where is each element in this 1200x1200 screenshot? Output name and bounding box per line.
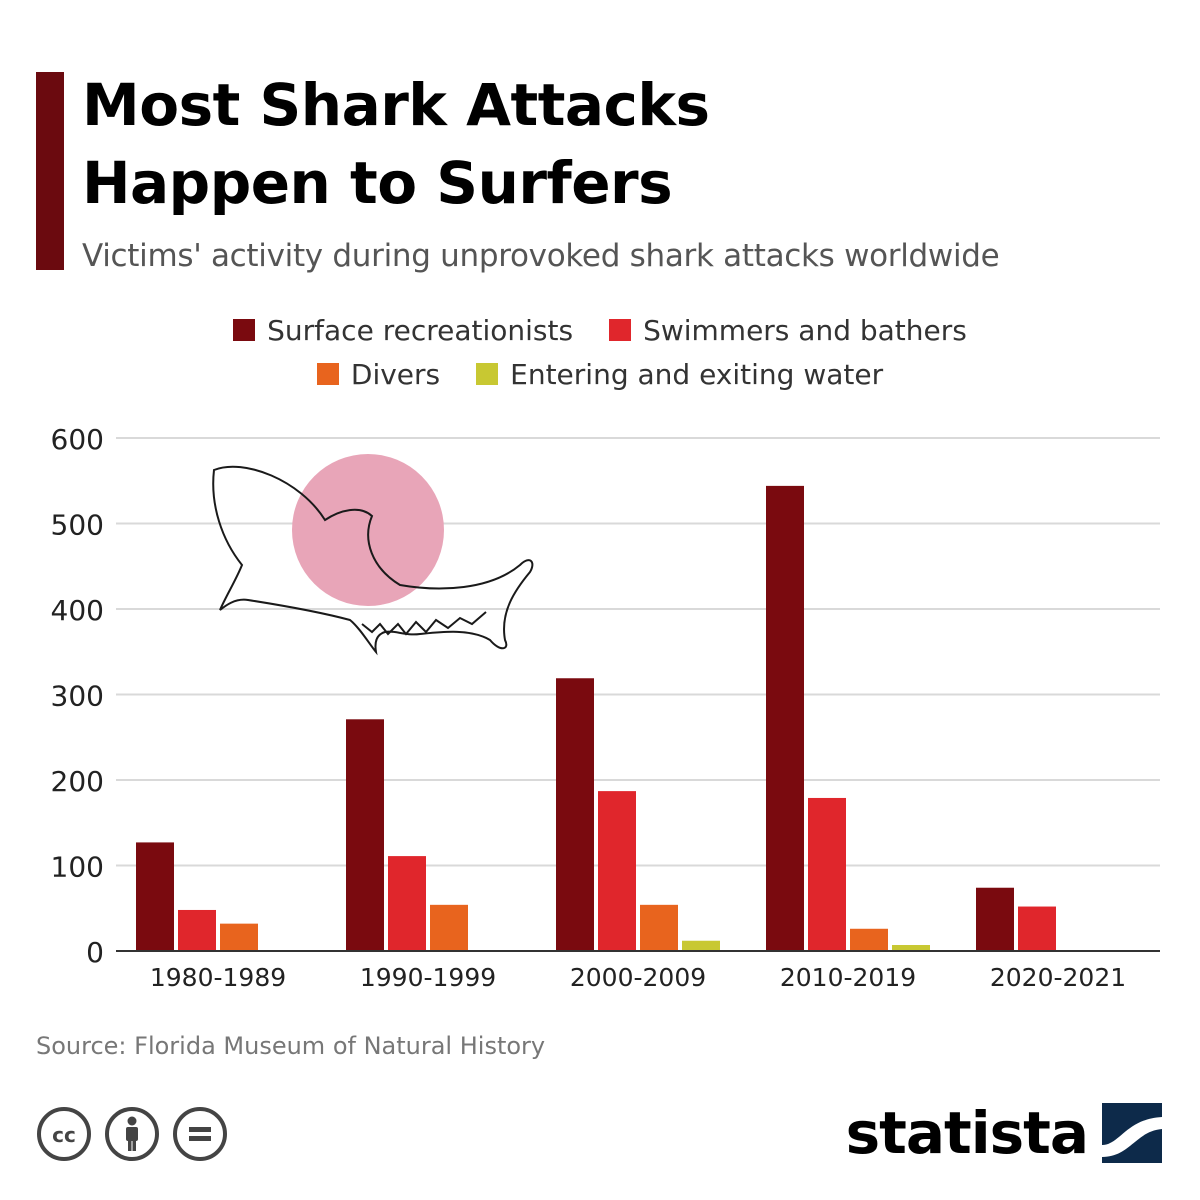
x-tick-label-2020-2021: 2020-2021 — [990, 963, 1126, 992]
bar-chart: 0 100 200 300 400 500 600 1980-1989 1990-1999 20… — [51, 423, 1160, 992]
x-tick-label-1980-1989: 1980-1989 — [150, 963, 286, 992]
bar-divers-1990-1999 — [430, 904, 468, 951]
shark-icon — [212, 454, 534, 656]
bar-entering-and-exiting-water-2000-2009 — [682, 940, 720, 951]
legend-label-surface-recreationists: Surface recreationists — [267, 313, 574, 347]
bar-divers-2000-2009 — [640, 904, 678, 951]
y-tick-label-200: 200 — [51, 765, 104, 798]
chart-legend: Surface recreationists Swimmers and bath… — [0, 308, 1200, 396]
title-accent-bar — [36, 72, 64, 270]
x-tick-label-2010-2019: 2010-2019 — [780, 963, 916, 992]
x-tick-label-2000-2009: 2000-2009 — [570, 963, 706, 992]
y-tick-label-300: 300 — [51, 680, 104, 713]
legend-swatch-divers — [316, 363, 339, 385]
y-tick-label-100: 100 — [51, 851, 104, 884]
y-tick-label-600: 600 — [51, 423, 104, 456]
bar-swimmers-and-bathers-2020-2021 — [1018, 906, 1056, 951]
bar-surface-recreationists-2000-2009 — [556, 678, 594, 951]
legend-swatch-entering-and-exiting-water — [476, 363, 499, 385]
bar-surface-recreationists-1990-1999 — [346, 719, 384, 951]
legend-item-surface-recreationists: Surface recreationists — [233, 314, 573, 347]
legend-label-swimmers-and-bathers: Swimmers and bathers — [643, 313, 967, 347]
legend-item-swimmers-and-bathers: Swimmers and bathers — [609, 314, 967, 347]
statista-brand: statista — [846, 1098, 1162, 1168]
source-note: Source: Florida Museum of Natural Histor… — [36, 1032, 546, 1060]
no-derivatives-icon[interactable] — [172, 1106, 228, 1162]
bar-swimmers-and-bathers-2000-2009 — [598, 791, 636, 951]
chart-title: Most Shark Attacks Happen to Surfers — [82, 66, 710, 222]
legend-item-divers: Divers — [316, 357, 441, 391]
bar-divers-2010-2019 — [850, 928, 888, 951]
bar-swimmers-and-bathers-2010-2019 — [808, 797, 846, 951]
gridlines — [116, 437, 1160, 867]
shark-outline — [212, 465, 534, 656]
license-icons: cc — [36, 1106, 228, 1162]
legend-swatch-surface-recreationists — [233, 319, 256, 341]
bar-entering-and-exiting-water-2010-2019 — [892, 945, 930, 951]
svg-text:cc: cc — [52, 1123, 76, 1147]
shark-mouth — [361, 611, 487, 636]
legend-swatch-swimmers-and-bathers — [609, 319, 632, 341]
x-axis-tick-labels: 1980-1989 1990-1999 2000-2009 2010-2019 2020… — [150, 963, 1126, 992]
bar-surface-recreationists-1980-1989 — [136, 842, 174, 951]
y-tick-label-500: 500 — [51, 509, 104, 542]
chart-subtitle: Victims' activity during unprovoked shar… — [82, 238, 1000, 274]
legend-label-entering-and-exiting-water: Entering and exiting water — [510, 357, 884, 391]
bars — [136, 485, 1056, 951]
y-axis-tick-labels: 0 100 200 300 400 500 600 — [51, 423, 104, 969]
bar-surface-recreationists-2010-2019 — [766, 485, 804, 951]
creative-commons-icon[interactable]: cc — [36, 1106, 92, 1162]
chart-title-line-1: Most Shark Attacks — [82, 71, 710, 139]
bar-swimmers-and-bathers-1980-1989 — [178, 909, 216, 951]
y-tick-label-400: 400 — [51, 594, 104, 627]
y-tick-label-0: 0 — [86, 936, 104, 969]
legend-row-2: Divers Entering and exiting water — [0, 352, 1200, 396]
statista-logo-icon — [1102, 1103, 1162, 1163]
attribution-icon[interactable] — [104, 1106, 160, 1162]
chart-title-line-2: Happen to Surfers — [82, 149, 673, 217]
bar-divers-1980-1989 — [220, 923, 258, 951]
statista-wordmark: statista — [845, 1099, 1089, 1167]
legend-label-divers: Divers — [350, 357, 441, 391]
x-tick-label-1990-1999: 1990-1999 — [360, 963, 496, 992]
legend-item-entering-and-exiting-water: Entering and exiting water — [476, 358, 883, 391]
bar-surface-recreationists-2020-2021 — [976, 887, 1014, 951]
bar-swimmers-and-bathers-1990-1999 — [388, 856, 426, 951]
legend-row-1: Surface recreationists Swimmers and bath… — [0, 308, 1200, 352]
